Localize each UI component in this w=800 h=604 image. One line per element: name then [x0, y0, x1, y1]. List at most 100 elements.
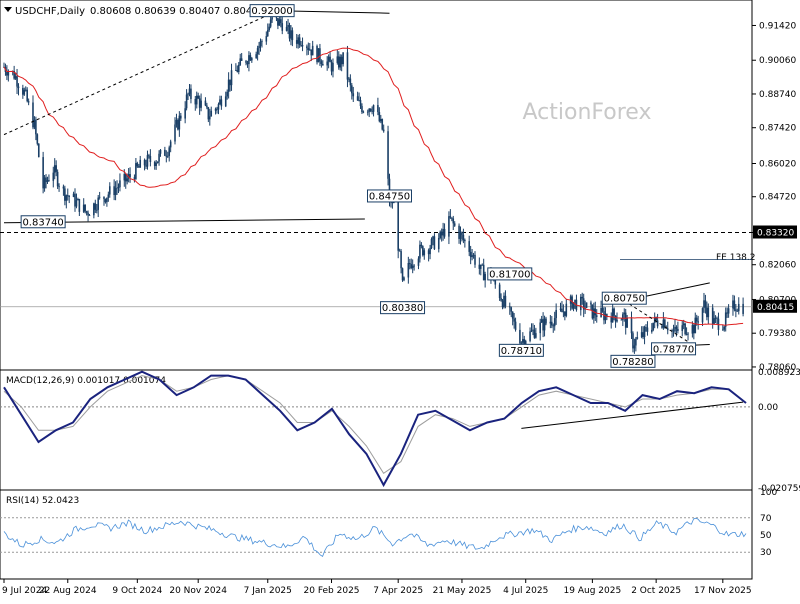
candle-body	[672, 330, 675, 332]
x-tick-label: 9 Oct 2024	[112, 586, 162, 596]
candle-body	[565, 303, 568, 316]
candle-body	[198, 98, 201, 108]
candle-body	[65, 195, 68, 201]
current-price-label: 0.80415	[757, 303, 794, 313]
candle-body	[400, 251, 402, 269]
x-tick-label: 20 Feb 2025	[304, 586, 360, 596]
candle-body	[156, 161, 159, 164]
candle-body	[716, 317, 718, 319]
candle-body	[266, 30, 269, 37]
candle-body	[349, 78, 352, 86]
candle-body	[610, 316, 613, 323]
candle-body	[508, 306, 511, 308]
candle-body	[265, 36, 268, 42]
candle-body	[329, 56, 331, 63]
candle-body	[643, 327, 646, 338]
candle-body	[319, 48, 321, 62]
candle-body	[155, 163, 157, 166]
x-tick-label: 22 Aug 2024	[39, 586, 97, 596]
macd-title: MACD(12,26,9) 0.001017 0.001074	[6, 376, 166, 386]
candle-body	[632, 333, 634, 349]
candle-body	[542, 319, 544, 331]
candle-body	[139, 159, 142, 168]
candle-body	[236, 70, 239, 72]
candle-body	[356, 96, 359, 101]
candle-body	[511, 311, 514, 319]
candle-body	[178, 115, 181, 130]
candle-body	[714, 317, 717, 319]
candle-body	[24, 89, 27, 91]
candle-body	[604, 314, 607, 321]
candle-body	[701, 308, 704, 323]
candle-body	[42, 157, 44, 189]
candle-body	[277, 18, 279, 26]
candle-body	[185, 94, 188, 109]
candle-body	[474, 254, 476, 265]
price-annotation-label: 0.92000	[251, 6, 292, 17]
candle-body	[513, 318, 515, 322]
candle-body	[590, 302, 592, 305]
candle-body	[287, 25, 289, 27]
candle-body	[169, 141, 172, 148]
candle-body	[462, 234, 465, 240]
candle-body	[259, 41, 262, 46]
candle-body	[117, 187, 120, 189]
price-tick-label: 0.86020	[759, 159, 796, 169]
candle-body	[452, 218, 455, 224]
candle-body	[422, 246, 424, 256]
candle-body	[691, 325, 694, 334]
candle-body	[66, 195, 69, 197]
x-tick-label: 7 Jan 2025	[244, 586, 292, 596]
candle-body	[104, 199, 107, 203]
candle-body	[261, 41, 263, 43]
candle-body	[432, 236, 434, 239]
price-tick-label: 0.91420	[759, 21, 796, 31]
candle-body	[249, 55, 252, 61]
candle-body	[136, 163, 139, 167]
candle-body	[479, 264, 482, 269]
candle-body	[582, 298, 585, 310]
candle-body	[53, 165, 56, 173]
candle-body	[195, 95, 198, 105]
candle-body	[158, 153, 160, 162]
candle-body	[549, 321, 552, 324]
candle-body	[733, 300, 736, 310]
symbol-label: USDCHF,Daily	[15, 6, 85, 17]
candle-body	[308, 49, 311, 51]
level-box	[753, 225, 797, 239]
candle-body	[494, 278, 497, 285]
candle-body	[459, 232, 462, 239]
candle-body	[348, 78, 350, 80]
candle-body	[427, 250, 430, 255]
candle-body	[600, 308, 602, 318]
candle-body	[145, 165, 147, 167]
candle-body	[13, 71, 15, 79]
current-price-box	[753, 299, 797, 313]
candle-body	[85, 211, 88, 213]
candle-body	[175, 119, 178, 125]
candle-body	[317, 48, 320, 63]
candle-body	[74, 193, 76, 207]
candle-body	[458, 225, 460, 239]
candle-body	[7, 71, 10, 76]
candle-body	[520, 342, 523, 344]
candle-body	[339, 56, 342, 68]
level-label: 0.83320	[757, 229, 794, 239]
candle-body	[62, 186, 65, 189]
menu-triangle-icon[interactable]	[4, 7, 12, 12]
candle-body	[677, 328, 679, 331]
candle-body	[298, 37, 301, 46]
candle-body	[561, 308, 563, 313]
candle-body	[245, 60, 247, 63]
candle-body	[666, 328, 669, 331]
price-annotation-label: 0.78280	[612, 357, 653, 368]
candle-body	[227, 79, 230, 92]
x-tick-label: 21 May 2025	[433, 586, 492, 596]
candle-body	[519, 329, 521, 344]
candle-body	[6, 71, 8, 76]
candle-body	[640, 332, 643, 338]
candle-body	[352, 93, 355, 97]
candle-body	[703, 300, 705, 309]
candle-body	[468, 241, 470, 252]
candle-body	[572, 302, 575, 309]
